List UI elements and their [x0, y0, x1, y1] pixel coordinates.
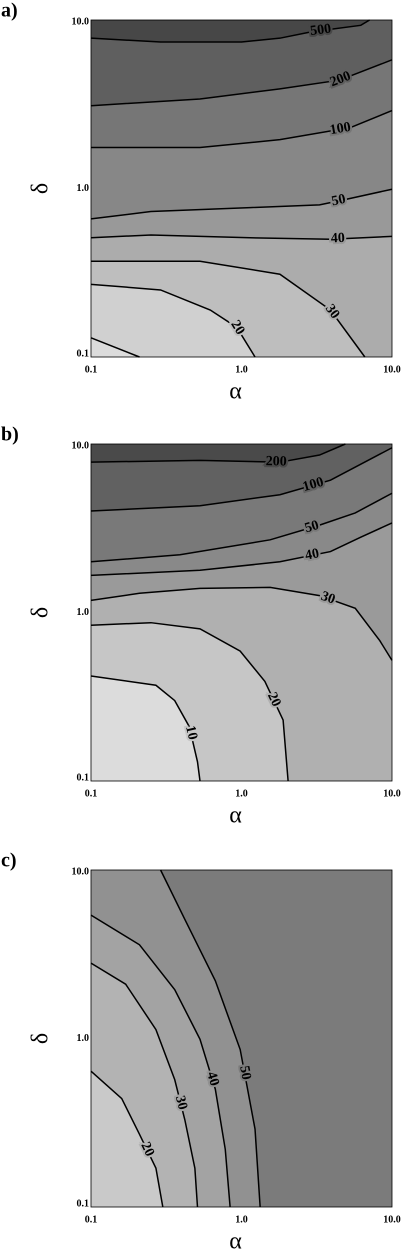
panel-label: a) — [1, 0, 18, 22]
x-tick-label: 10.0 — [383, 788, 401, 799]
y-axis-label: δ — [28, 183, 54, 194]
contour-line — [90, 447, 393, 512]
y-tick-label: 1.0 — [77, 183, 90, 194]
contour-label: 50 — [330, 192, 347, 210]
contour-line — [90, 188, 393, 220]
contour-line — [90, 962, 199, 1208]
contour-label: 100 — [329, 120, 352, 138]
contour-label: 500 — [309, 22, 332, 40]
contour-line — [159, 869, 261, 1208]
contour-line — [91, 260, 366, 358]
contour-line — [90, 522, 393, 577]
contour-label: 40 — [304, 546, 321, 563]
contour-line — [90, 337, 140, 358]
y-tick-label: 0.1 — [77, 348, 90, 359]
contour-line — [90, 19, 370, 43]
x-tick-label: 0.1 — [85, 1214, 98, 1225]
contour-line — [90, 283, 256, 358]
contour-line — [91, 109, 393, 149]
contour-line — [90, 492, 393, 563]
contour-fill — [160, 870, 392, 1207]
x-tick-label: 1.0 — [235, 1214, 248, 1225]
x-axis-label: α — [229, 1229, 242, 1251]
y-tick-label: 10.0 — [72, 16, 90, 27]
panel-label: c) — [1, 850, 17, 872]
x-tick-label: 0.1 — [85, 364, 98, 375]
y-tick-label: 10.0 — [72, 866, 90, 877]
contour-fill — [91, 444, 346, 463]
x-axis-label: α — [229, 803, 242, 829]
y-tick-label: 0.1 — [77, 1198, 90, 1209]
contour-line — [90, 59, 393, 107]
y-tick-label: 10.0 — [72, 440, 90, 451]
y-axis-label: δ — [28, 1033, 54, 1044]
y-tick-label: 0.1 — [77, 772, 90, 783]
contour-line — [90, 675, 201, 782]
x-tick-label: 0.1 — [85, 788, 98, 799]
contour-label: 50 — [236, 1065, 253, 1082]
contour-label: 10 — [182, 724, 200, 741]
x-tick-label: 1.0 — [235, 364, 248, 375]
x-axis-label: α — [229, 379, 242, 405]
y-tick-label: 1.0 — [77, 607, 90, 618]
contour-line — [90, 586, 393, 661]
y-axis-label: δ — [28, 607, 54, 618]
contour-line — [90, 621, 289, 782]
contour-label: 200 — [266, 454, 287, 469]
contour-label: 40 — [330, 231, 345, 247]
panel-label: b) — [1, 424, 19, 446]
contour-line — [90, 443, 346, 463]
contour-line — [90, 1070, 164, 1208]
contour-fill — [91, 20, 370, 43]
plot-frame — [90, 443, 393, 782]
plot-frame — [90, 19, 393, 358]
contour-label: 50 — [303, 518, 321, 536]
x-tick-label: 10.0 — [383, 1214, 401, 1225]
contour-line — [90, 914, 231, 1208]
x-tick-label: 1.0 — [235, 788, 248, 799]
contour-line — [90, 234, 393, 240]
y-tick-label: 1.0 — [77, 1033, 90, 1044]
contour-label: 40 — [203, 1070, 221, 1088]
x-tick-label: 10.0 — [383, 364, 401, 375]
contour-label: 30 — [172, 1094, 190, 1111]
plot-frame — [90, 869, 393, 1208]
